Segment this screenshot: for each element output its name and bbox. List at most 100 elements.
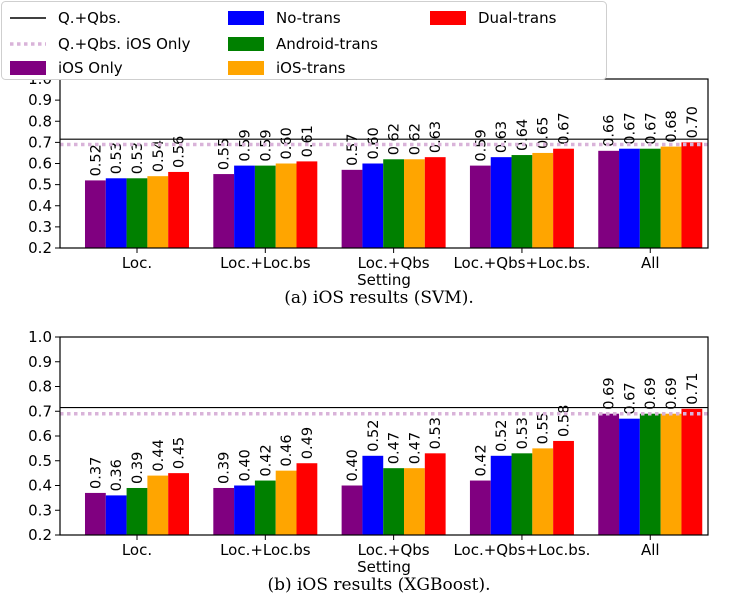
- legend-label: iOS Only: [58, 59, 123, 77]
- legend-swatch: [228, 37, 264, 51]
- y-tick-label: 0.7: [28, 133, 52, 151]
- bar: [362, 455, 384, 535]
- data-label: 0.55: [536, 412, 552, 444]
- bar: [553, 148, 574, 248]
- legend-swatch: [228, 11, 264, 25]
- data-label: 0.54: [151, 140, 167, 172]
- x-tick-label: Loc.: [122, 541, 152, 559]
- data-label: 0.56: [172, 136, 188, 168]
- bar: [469, 165, 491, 248]
- y-tick-label: 0.5: [28, 176, 52, 194]
- data-label: 0.67: [643, 112, 659, 144]
- x-tick-label: Loc.+Qbs+Loc.bs.: [453, 254, 590, 272]
- data-label: 0.71: [685, 372, 701, 404]
- data-label: 0.47: [387, 432, 403, 464]
- x-tick-label: Loc.+Qbs+Loc.bs.: [453, 541, 590, 559]
- y-tick-label: 0.9: [28, 353, 52, 371]
- bar: [275, 470, 297, 535]
- bar: [254, 165, 276, 248]
- data-label: 0.70: [685, 106, 701, 138]
- data-label: 0.52: [366, 420, 382, 452]
- y-tick-label: 1.0: [28, 328, 52, 346]
- data-label: 0.65: [536, 117, 552, 149]
- bar: [532, 152, 554, 248]
- x-axis-title: Setting: [357, 271, 411, 289]
- data-label: 0.45: [172, 437, 188, 469]
- chart-caption: (a) iOS results (SVM).: [284, 288, 473, 308]
- data-label: 0.67: [622, 382, 638, 414]
- bar: [424, 453, 446, 535]
- chart-panel-xgboost: 0.37 0.39 0.40 0.420.690.36 0.400.52 0.520.67…: [28, 328, 709, 595]
- bar: [681, 142, 703, 249]
- bar: [383, 159, 405, 248]
- chart-caption: (b) iOS results (XGBoost).: [267, 575, 490, 595]
- bar: [639, 413, 661, 535]
- x-tick-label: All: [641, 541, 660, 559]
- data-label: 0.39: [130, 452, 146, 484]
- data-label: 0.63: [428, 121, 444, 153]
- data-label: 0.36: [109, 459, 125, 491]
- legend: Q.+Qbs. Q.+Qbs. iOS Only iOS Only No-trans A…: [1, 1, 607, 80]
- x-tick-label: Loc.+Qbs: [358, 254, 430, 272]
- data-label: 0.53: [428, 417, 444, 449]
- bar: [362, 163, 384, 248]
- data-label: 0.53: [109, 142, 125, 174]
- bar: [296, 463, 318, 535]
- data-label: 0.37: [88, 457, 104, 489]
- data-label: 0.55: [217, 138, 233, 170]
- bar: [553, 440, 574, 535]
- bar: [383, 468, 405, 535]
- data-label: 0.66: [602, 115, 618, 147]
- legend-label: iOS-trans: [276, 59, 346, 77]
- bar: [234, 485, 255, 535]
- data-label: 0.46: [279, 434, 295, 466]
- x-axis-title: Setting: [357, 558, 411, 576]
- x-tick-label: Loc.+Qbs: [358, 541, 430, 559]
- bar: [147, 176, 169, 248]
- bar: [84, 180, 106, 248]
- bar: [168, 473, 189, 536]
- legend-swatch: [10, 61, 46, 75]
- data-label: 0.53: [130, 142, 146, 174]
- y-tick-label: 0.6: [28, 427, 52, 445]
- legend-label: Dual-trans: [478, 9, 557, 27]
- data-label: 0.39: [217, 452, 233, 484]
- bar: [168, 171, 189, 248]
- data-label: 0.60: [366, 127, 382, 159]
- legend-swatch: [430, 11, 466, 25]
- data-label: 0.67: [557, 112, 573, 144]
- y-tick-label: 0.3: [28, 501, 52, 519]
- legend-label: Android-trans: [276, 35, 378, 53]
- bar: [275, 163, 297, 248]
- bar: [660, 146, 682, 248]
- data-label: 0.40: [238, 449, 254, 481]
- y-tick-label: 0.2: [28, 526, 52, 544]
- bar: [511, 155, 533, 248]
- bar: [639, 148, 661, 248]
- x-tick-label: All: [641, 254, 660, 272]
- data-label: 0.52: [494, 420, 510, 452]
- data-label: 0.67: [622, 112, 638, 144]
- y-tick-label: 0.8: [28, 378, 52, 396]
- legend-label: No-trans: [276, 9, 341, 27]
- y-tick-label: 0.2: [28, 239, 52, 257]
- legend-swatch: [228, 61, 264, 75]
- data-label: 0.59: [238, 129, 254, 161]
- y-tick-label: 0.3: [28, 218, 52, 236]
- y-tick-label: 0.8: [28, 112, 52, 130]
- bar: [490, 455, 512, 535]
- y-tick-label: 0.9: [28, 91, 52, 109]
- y-tick-label: 0.6: [28, 155, 52, 173]
- data-label: 0.64: [515, 119, 531, 151]
- y-tick-label: 0.4: [28, 197, 52, 215]
- data-label: 0.47: [407, 432, 423, 464]
- y-tick-label: 0.7: [28, 402, 52, 420]
- y-tick-label: 0.5: [28, 452, 52, 470]
- data-label: 0.44: [151, 439, 167, 471]
- data-label: 0.42: [473, 444, 489, 476]
- bar: [213, 174, 235, 248]
- data-label: 0.42: [258, 444, 274, 476]
- data-label: 0.58: [557, 405, 573, 437]
- data-label: 0.52: [88, 144, 104, 176]
